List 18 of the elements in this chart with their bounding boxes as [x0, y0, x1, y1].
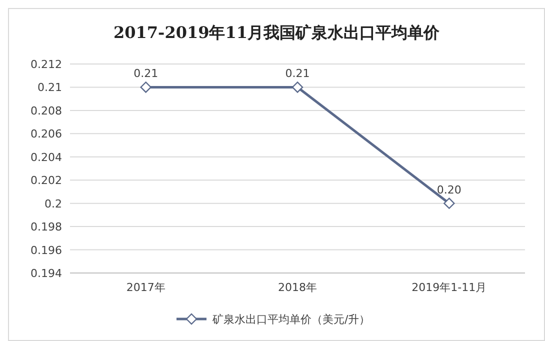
y-tick-label: 0.206: [30, 128, 62, 141]
y-tick-label: 0.198: [30, 220, 62, 234]
data-label: 0.21: [134, 67, 158, 80]
y-tick-label: 0.212: [30, 58, 62, 71]
y-tick-label: 0.194: [30, 267, 62, 280]
x-tick-label: 2019年1-11月: [412, 281, 487, 294]
legend-label: 矿泉水出口平均单价（美元/升）: [212, 313, 370, 326]
data-label: 0.21: [285, 67, 310, 80]
data-label: 0.20: [436, 183, 462, 196]
y-tick-label: 0.204: [30, 150, 62, 164]
x-tick-label: 2018年: [278, 281, 317, 294]
y-tick-label: 0.208: [30, 104, 62, 118]
y-tick-label: 0.21: [38, 81, 62, 94]
y-tick-label: 0.196: [30, 244, 62, 257]
y-tick-label: 0.202: [30, 174, 62, 188]
chart-title: 2017-2019年11月我国矿泉水出口平均单价: [114, 23, 440, 42]
x-tick-label: 2017年: [126, 281, 166, 294]
y-tick-label: 0.2: [44, 197, 62, 210]
